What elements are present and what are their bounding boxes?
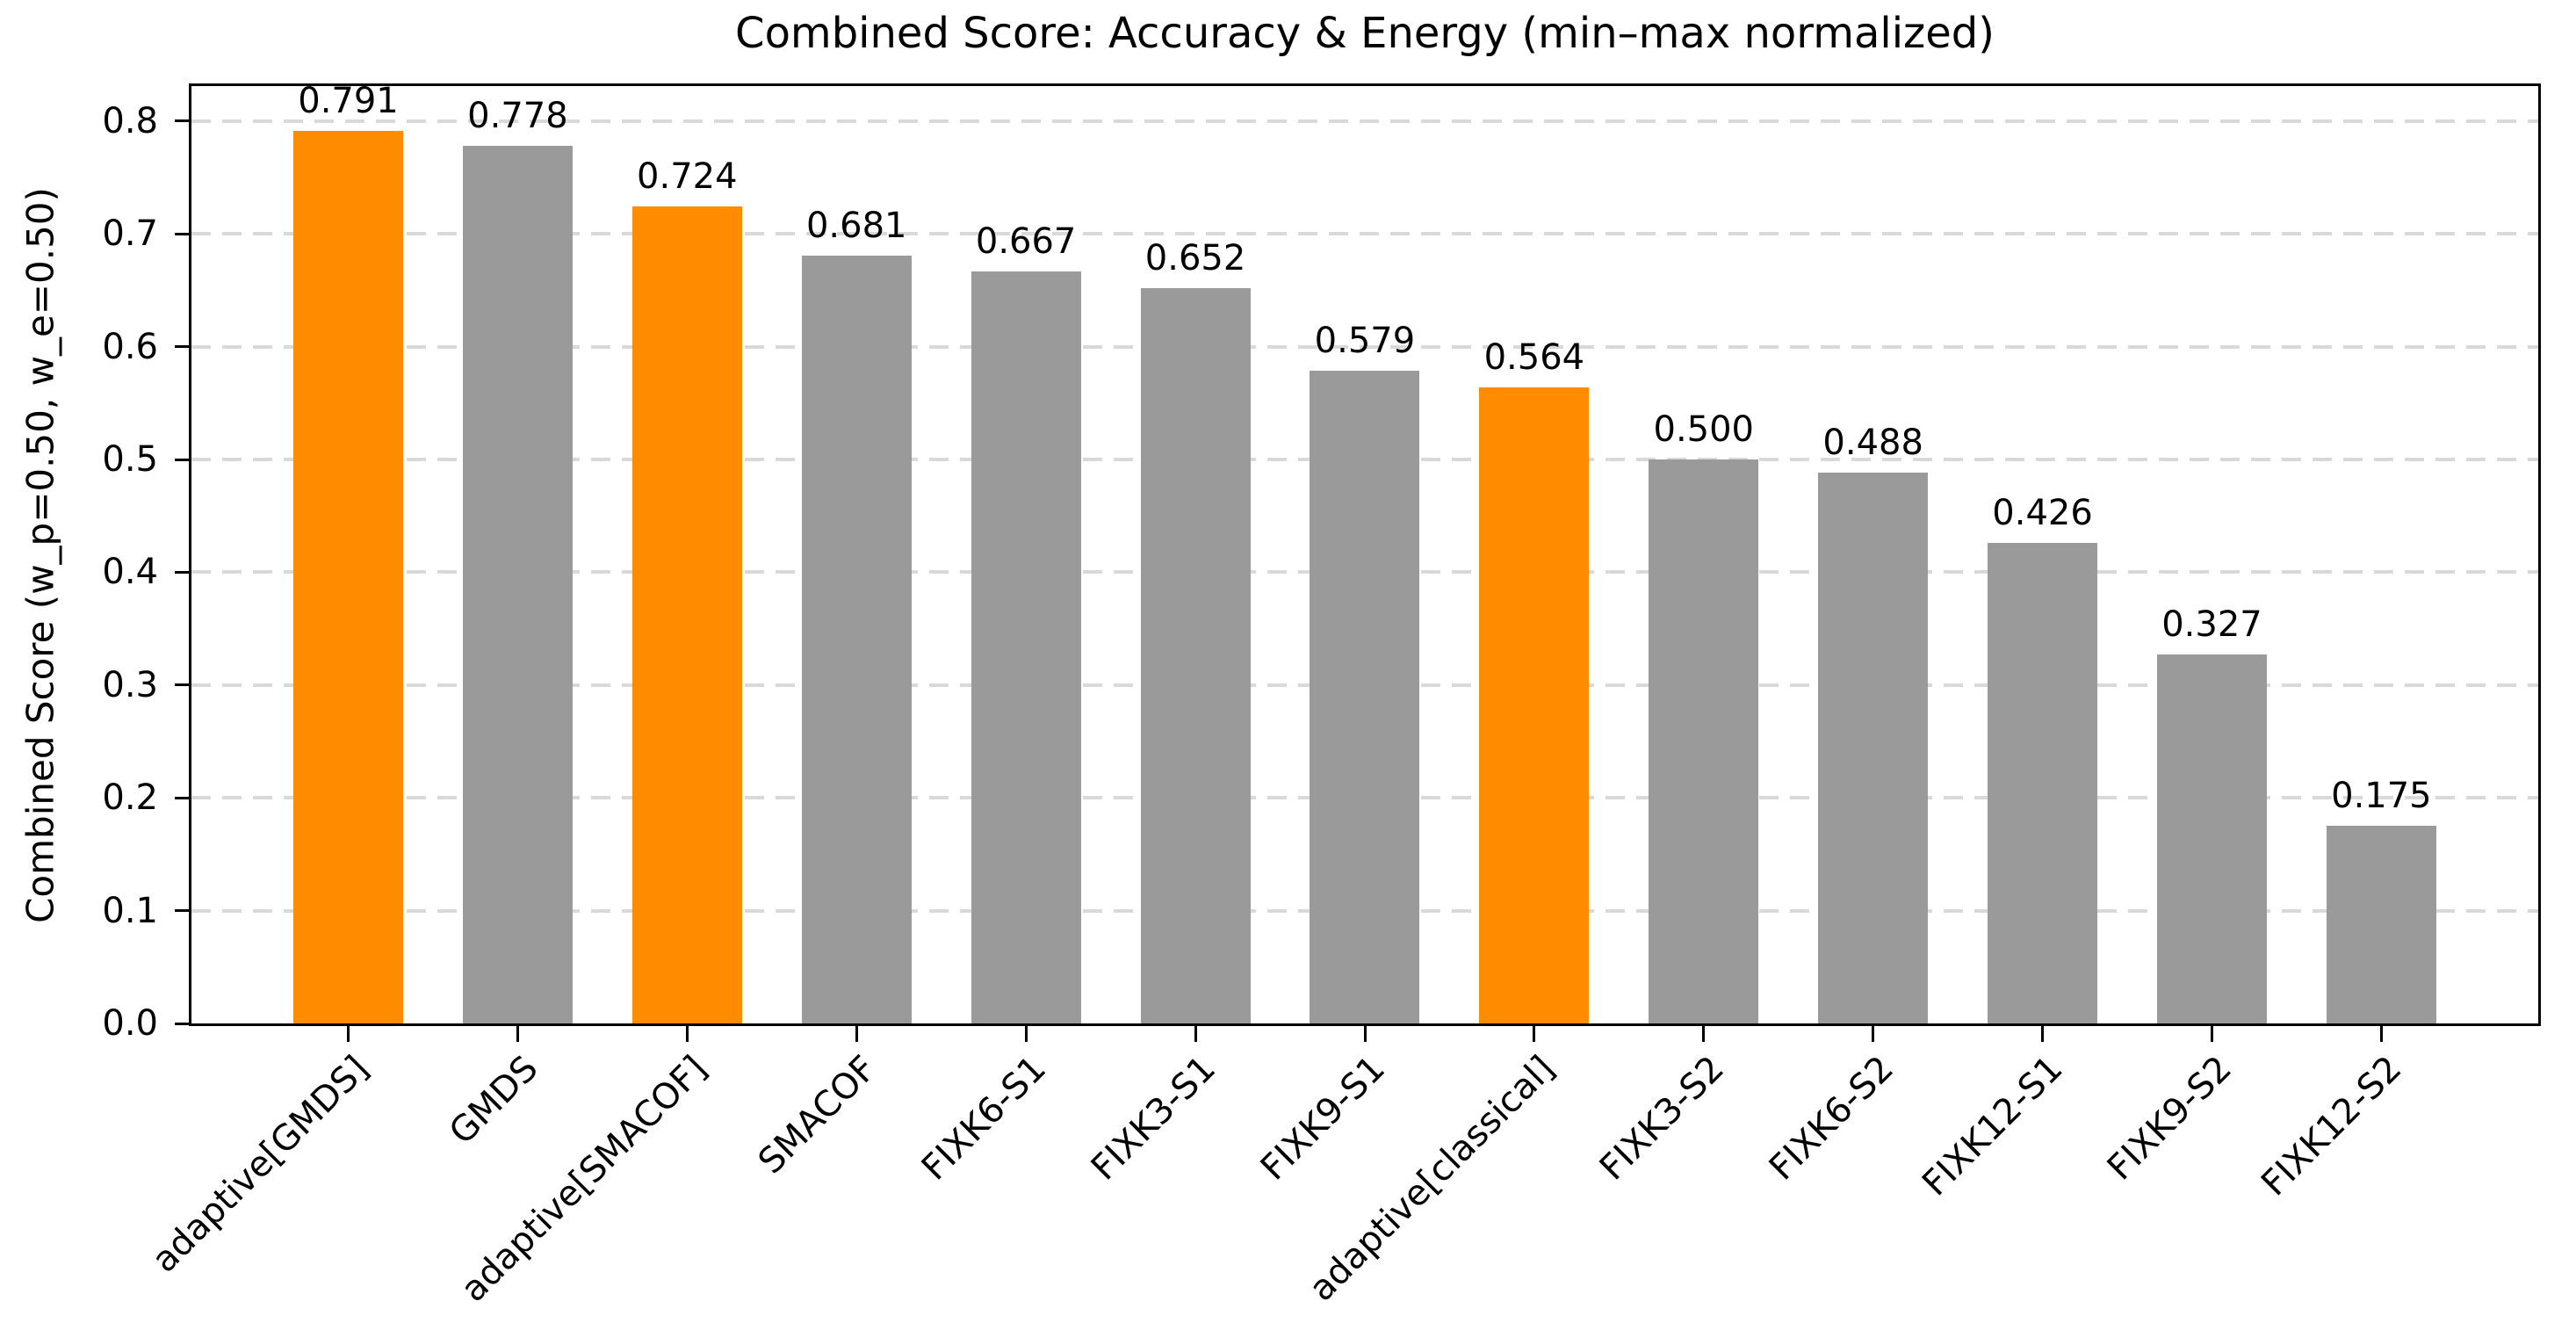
x-tick <box>2211 1026 2214 1042</box>
bar-adaptive[SMACOF] <box>631 206 742 1023</box>
gridline <box>191 232 2538 236</box>
y-tick-label: 0.1 <box>102 890 158 931</box>
bar-FIXK6-S2 <box>1818 473 1929 1023</box>
x-tick <box>855 1026 858 1042</box>
y-tick <box>175 119 189 123</box>
bar-SMACOF <box>801 255 912 1023</box>
bar-value-label: 0.667 <box>975 220 1077 262</box>
y-tick-label: 0.4 <box>102 552 158 593</box>
y-tick-label: 0.2 <box>102 777 158 819</box>
bar-value-label: 0.488 <box>1822 423 1923 464</box>
x-tick <box>1194 1026 1197 1042</box>
x-tick-label-FIXK12-S2: FIXK12-S2 <box>2254 1048 2410 1204</box>
x-tick <box>2380 1026 2383 1042</box>
bar-value-label: 0.327 <box>2161 604 2262 646</box>
bar-slot: 0.667 <box>971 86 1081 1023</box>
x-tick <box>1024 1026 1028 1042</box>
bar-slot: 0.778 <box>462 86 573 1023</box>
bar-value-label: 0.426 <box>1992 493 2093 534</box>
bar-value-label: 0.778 <box>467 96 568 137</box>
x-tick <box>2041 1026 2045 1042</box>
x-tick-label-FIXK6-S2: FIXK6-S2 <box>1761 1048 1901 1189</box>
bar-value-label: 0.564 <box>1483 336 1585 378</box>
bar-slot: 0.564 <box>1479 86 1590 1023</box>
x-tick-label-FIXK6-S1: FIXK6-S1 <box>913 1048 1054 1189</box>
bar-slot: 0.724 <box>631 86 742 1023</box>
bar-adaptive[classical] <box>1479 387 1590 1023</box>
x-tick-label-FIXK9-S1: FIXK9-S1 <box>1252 1048 1393 1189</box>
bar-slot: 0.579 <box>1310 86 1420 1023</box>
bar-FIXK9-S2 <box>2156 654 2267 1023</box>
x-tick <box>516 1026 519 1042</box>
x-tick <box>347 1026 350 1042</box>
x-tick-label-GMDS: GMDS <box>441 1048 546 1153</box>
bar-FIXK3-S2 <box>1649 459 1759 1023</box>
y-tick <box>175 796 189 799</box>
x-tick <box>1702 1026 1706 1042</box>
bar-slot: 0.327 <box>2156 86 2267 1023</box>
bar-value-label: 0.724 <box>637 156 738 198</box>
bar-adaptive[GMDS] <box>293 131 403 1023</box>
y-tick-label: 0.5 <box>102 439 158 480</box>
x-tick <box>1533 1026 1536 1042</box>
y-tick-label: 0.0 <box>102 1003 158 1044</box>
bar-slot: 0.426 <box>1988 86 2098 1023</box>
gridline <box>191 344 2538 349</box>
x-tick-label-FIXK3-S1: FIXK3-S1 <box>1083 1048 1223 1189</box>
x-tick-label-FIXK9-S2: FIXK9-S2 <box>2100 1048 2240 1189</box>
bar-FIXK12-S1 <box>1988 543 2098 1023</box>
x-tick-label-FIXK12-S1: FIXK12-S1 <box>1915 1048 2071 1204</box>
bar-FIXK12-S2 <box>2326 826 2436 1023</box>
bar-value-label: 0.175 <box>2331 776 2432 817</box>
bar-value-label: 0.652 <box>1144 237 1246 278</box>
gridline <box>191 119 2538 123</box>
bar-slot: 0.791 <box>293 82 403 1023</box>
y-tick <box>175 345 189 349</box>
bar-value-label: 0.791 <box>298 81 399 122</box>
x-tick-label-SMACOF: SMACOF <box>751 1048 885 1182</box>
x-tick-label-adaptive[GMDS]: adaptive[GMDS] <box>144 1048 377 1281</box>
y-tick <box>175 570 189 574</box>
x-tick <box>1872 1026 1875 1042</box>
y-tick-label: 0.7 <box>102 213 158 255</box>
y-tick <box>175 1022 189 1025</box>
x-tick-label-FIXK3-S2: FIXK3-S2 <box>1591 1048 1732 1189</box>
bar-GMDS <box>462 146 573 1023</box>
y-tick <box>175 909 189 913</box>
bar-value-label: 0.500 <box>1653 409 1755 451</box>
bar-slot: 0.488 <box>1818 86 1929 1023</box>
y-tick <box>175 458 189 461</box>
bar-slot: 0.500 <box>1649 86 1759 1023</box>
bar-slot: 0.652 <box>1140 86 1251 1023</box>
bar-slot: 0.681 <box>801 86 912 1023</box>
y-tick-label: 0.8 <box>102 100 158 141</box>
y-tick <box>175 683 189 687</box>
bar-value-label: 0.579 <box>1314 320 1416 361</box>
x-tick <box>1363 1026 1367 1042</box>
bar-value-label: 0.681 <box>805 205 907 246</box>
y-tick-label: 0.6 <box>102 326 158 367</box>
bar-FIXK6-S1 <box>971 271 1081 1023</box>
y-tick <box>175 232 189 235</box>
chart-title: Combined Score: Accuracy & Energy (min–m… <box>735 9 1995 58</box>
x-tick <box>685 1026 689 1042</box>
bar-FIXK3-S1 <box>1140 287 1251 1023</box>
bar-slot: 0.175 <box>2326 86 2436 1023</box>
bars-layer: 0.791 0.778 0.724 0.681 0.667 0.652 0.579 0.564… <box>191 82 2538 1023</box>
plot-area: 0.791 0.778 0.724 0.681 0.667 0.652 0.579 0.564… <box>189 82 2541 1026</box>
bar-FIXK9-S1 <box>1310 370 1420 1023</box>
y-tick-label: 0.3 <box>102 664 158 705</box>
